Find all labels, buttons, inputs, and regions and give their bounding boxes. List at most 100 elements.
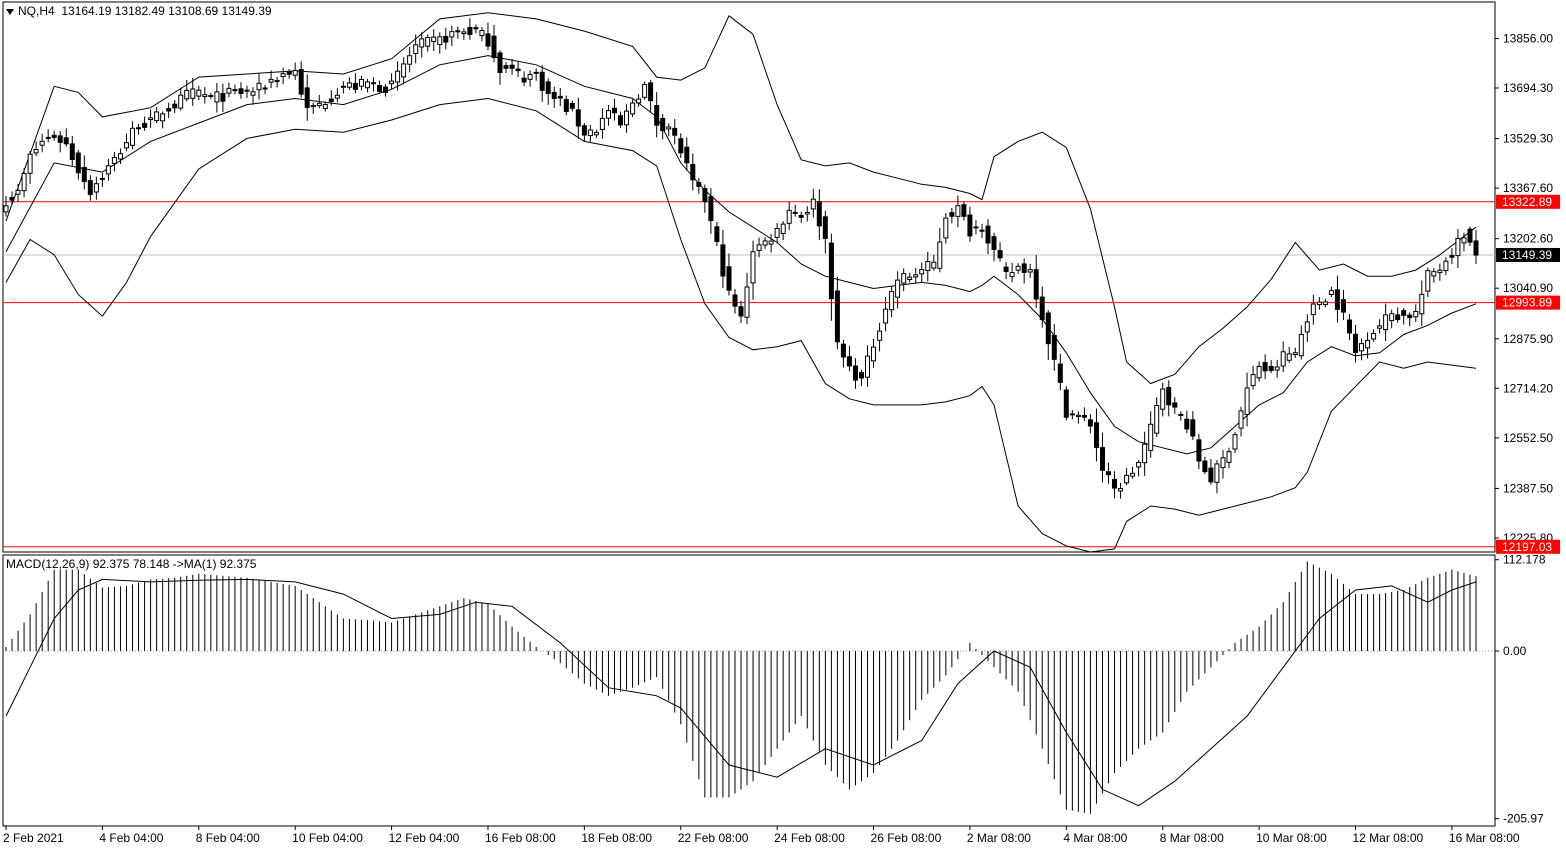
- candle-body: [1256, 366, 1262, 379]
- candle: [726, 253, 732, 296]
- candle: [1455, 229, 1461, 269]
- candle-body: [57, 135, 63, 143]
- candle-body: [485, 33, 491, 47]
- candle: [780, 221, 786, 241]
- candle-body: [1262, 361, 1268, 372]
- candle-body: [401, 63, 407, 78]
- candle-body: [437, 36, 443, 45]
- candle-body: [732, 294, 738, 307]
- candle: [473, 24, 479, 34]
- candle-body: [1118, 488, 1123, 492]
- bollinger-upper-line: [5, 12, 1477, 385]
- candle: [1401, 308, 1407, 325]
- candle-body: [1274, 366, 1280, 371]
- candle: [521, 71, 527, 87]
- candle-body: [1220, 457, 1226, 469]
- candle-body: [871, 346, 876, 362]
- candle: [322, 101, 328, 112]
- candle-body: [798, 214, 804, 218]
- price-panel-frame: [2, 1, 1496, 553]
- candle-body: [1244, 387, 1250, 415]
- candle: [1268, 360, 1274, 373]
- candle: [1419, 280, 1425, 327]
- candle-body: [744, 286, 750, 318]
- candle-body: [630, 102, 636, 115]
- candle: [1033, 255, 1039, 308]
- candle-body: [714, 226, 720, 243]
- candle: [901, 268, 907, 292]
- price-y-tick-label: 12714.20: [1503, 381, 1553, 395]
- candle: [99, 173, 105, 187]
- candle-body: [419, 38, 425, 48]
- candle: [979, 223, 985, 238]
- candle: [365, 78, 370, 93]
- candle-body: [3, 205, 9, 213]
- candle: [1250, 365, 1256, 390]
- dropdown-triangle-icon[interactable]: [6, 8, 14, 15]
- candle-body: [997, 250, 1003, 259]
- candle-body: [1383, 314, 1389, 331]
- candle: [792, 204, 798, 217]
- candle: [1178, 411, 1184, 421]
- candle-body: [377, 85, 382, 92]
- candle-body: [822, 216, 828, 240]
- candle: [389, 73, 395, 90]
- candle-body: [533, 71, 539, 74]
- x-tick-label: 24 Feb 08:00: [774, 831, 845, 845]
- candle: [581, 123, 587, 142]
- candle: [1106, 462, 1111, 484]
- candle: [991, 232, 997, 262]
- candle: [877, 322, 883, 352]
- candle-body: [889, 291, 895, 311]
- price-y-tick-label: 12875.90: [1503, 332, 1553, 346]
- candle-body: [599, 117, 605, 131]
- candle-body: [75, 152, 81, 174]
- candle-body: [961, 204, 967, 217]
- candle-body: [985, 225, 991, 244]
- candle-body: [124, 142, 129, 149]
- candle-body: [1178, 413, 1184, 416]
- candle: [557, 87, 563, 107]
- candle: [509, 58, 515, 75]
- candle: [3, 195, 9, 217]
- price-y-tick-label: 12552.50: [1503, 431, 1553, 445]
- candle: [1377, 319, 1383, 334]
- candle-body: [1208, 467, 1214, 483]
- candle: [696, 178, 702, 194]
- candle-body: [840, 343, 846, 358]
- candle-body: [268, 78, 274, 83]
- candle: [87, 175, 93, 201]
- candle: [1274, 359, 1280, 378]
- candle-body: [726, 266, 732, 291]
- candle: [298, 61, 304, 98]
- candle-body: [955, 205, 961, 217]
- candle: [1280, 341, 1286, 373]
- candle: [871, 338, 876, 368]
- candle: [889, 286, 895, 318]
- candle-body: [250, 91, 256, 96]
- candle-body: [539, 71, 545, 91]
- x-tick-label: 10 Mar 08:00: [1256, 831, 1327, 845]
- candle-body: [877, 330, 883, 341]
- candle: [919, 262, 925, 283]
- candle-body: [33, 149, 39, 154]
- candle: [1063, 386, 1069, 421]
- candle: [443, 27, 449, 50]
- candle-body: [907, 276, 913, 281]
- candle-body: [1021, 263, 1027, 273]
- candle-body: [545, 81, 551, 95]
- candle-body: [1154, 405, 1160, 434]
- candle-body: [304, 87, 310, 108]
- candle-body: [636, 98, 642, 104]
- candle: [1371, 329, 1377, 342]
- level-label-2: 12197.03: [1502, 540, 1552, 554]
- candle-body: [1202, 460, 1208, 473]
- candle: [1425, 267, 1431, 297]
- candle: [1226, 447, 1232, 469]
- candle-body: [196, 89, 202, 97]
- candle: [533, 68, 539, 81]
- candle-body: [479, 30, 485, 37]
- candle: [148, 109, 154, 128]
- level-label-2-box: [1496, 539, 1560, 554]
- candle: [943, 213, 949, 244]
